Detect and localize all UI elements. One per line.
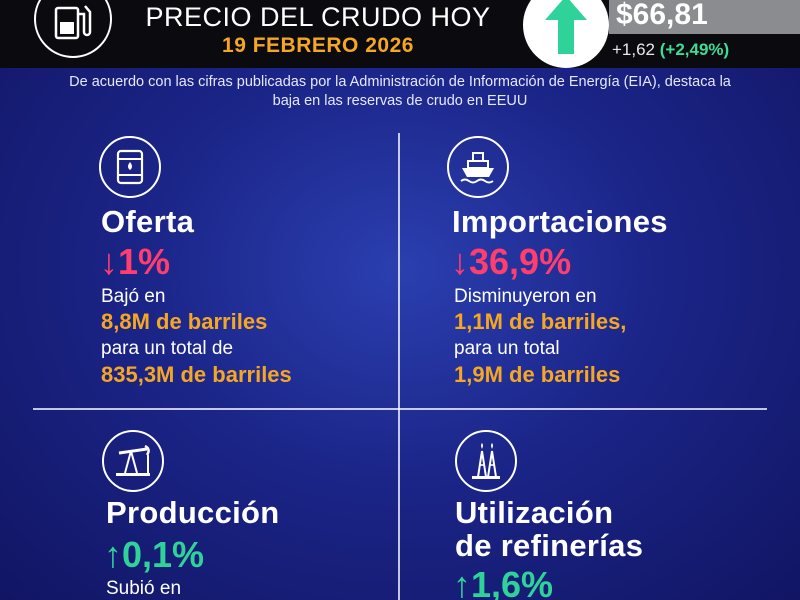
- refinery-icon: [455, 430, 517, 492]
- price-change-abs: +1,62: [612, 40, 656, 59]
- importaciones-line2: 1,1M de barriles,: [454, 309, 627, 334]
- oferta-title: Oferta: [101, 204, 195, 239]
- oferta-line4: 835,3M de barriles: [101, 362, 292, 387]
- produccion-line1: Subió en: [106, 578, 182, 599]
- importaciones-line3: para un total: [454, 338, 560, 359]
- price-change: +1,62 (+2,49%): [612, 40, 729, 60]
- importaciones-title: Importaciones: [452, 204, 668, 239]
- page-date: 19 FEBRERO 2026: [222, 34, 414, 57]
- oil-barrel-icon: [99, 136, 161, 198]
- vertical-divider: [398, 133, 400, 600]
- oil-price: $66,81: [616, 0, 708, 31]
- intro-text: De acuerdo con las cifras publicadas por…: [69, 74, 731, 109]
- refinerias-change: ↑1,6%: [453, 564, 554, 600]
- importaciones-change: ↓36,9%: [451, 241, 572, 282]
- refinerias-title-line1: Utilización: [455, 495, 614, 530]
- importaciones-line1: Disminuyeron en: [454, 286, 597, 307]
- price-box: [609, 0, 800, 34]
- pumpjack-icon: [102, 430, 164, 492]
- price-change-pct: (+2,49%): [659, 40, 730, 59]
- horizontal-divider: [33, 408, 767, 410]
- produccion-change: ↑0,1%: [104, 534, 205, 575]
- oferta-line1: Bajó en: [101, 286, 166, 307]
- oferta-change: ↓1%: [100, 241, 171, 282]
- oferta-line3: para un total de: [101, 338, 234, 359]
- page-title: PRECIO DEL CRUDO HOY: [145, 2, 491, 32]
- produccion-title: Producción: [106, 495, 280, 530]
- oferta-line2: 8,8M de barriles: [101, 309, 268, 334]
- ship-icon: [447, 136, 509, 198]
- arrow-up-icon: [523, 0, 609, 68]
- importaciones-line4: 1,9M de barriles: [454, 362, 621, 387]
- refinerias-title-line2: de refinerías: [455, 528, 644, 563]
